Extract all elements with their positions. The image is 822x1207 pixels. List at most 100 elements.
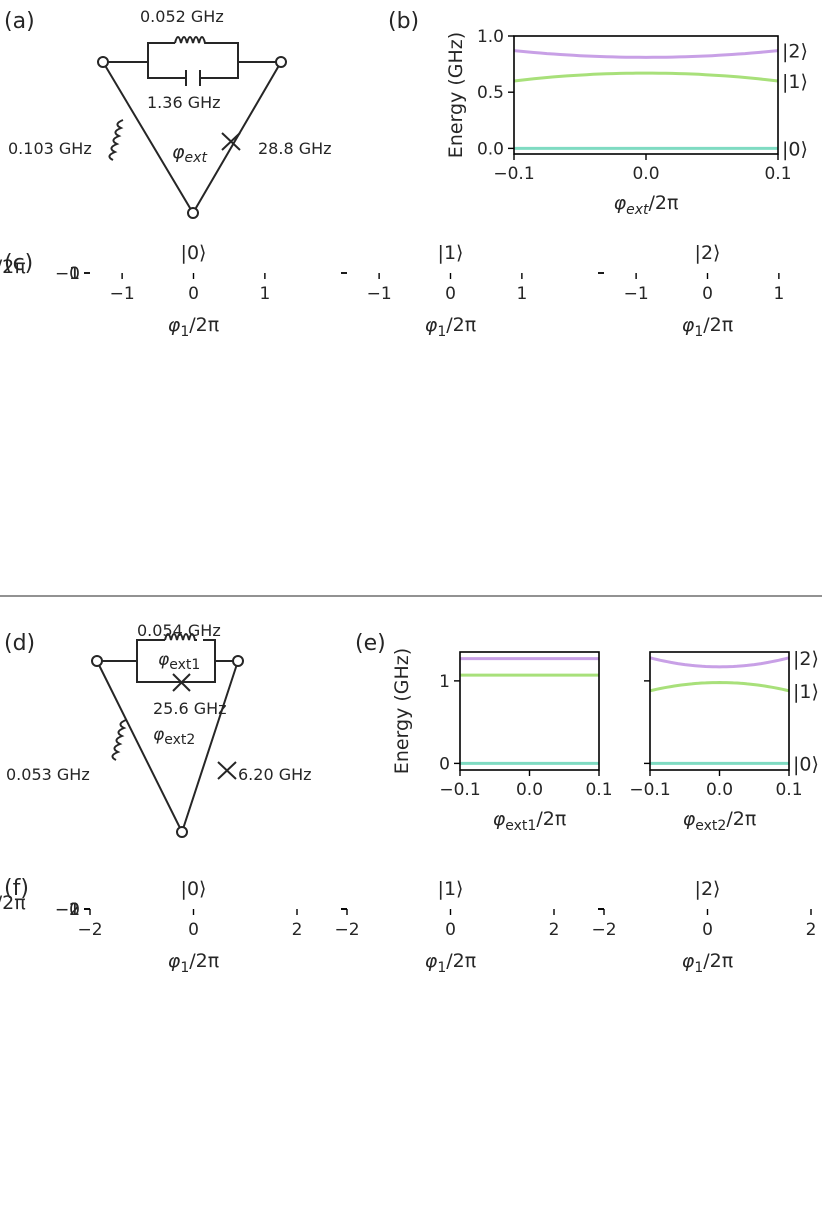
panel-label-b: (b) [388, 9, 419, 34]
y-tick-label: 1 [69, 264, 80, 284]
x-axis-label: φ1/2π [425, 950, 476, 976]
level-label-1: |1⟩ [782, 71, 808, 93]
energy-chart-b: |0⟩ |1⟩ |2⟩ −0.1 0.0 0.1 0.0 0.5 1.0 Energy (GHz)… [445, 27, 808, 218]
energy-chart-e1: −0.1 0.0 0.1 0 1 Energy (GHz) φext1/2π [391, 648, 613, 834]
y-tick-label: 2 [69, 900, 80, 920]
x-tick-label: −1 [110, 284, 135, 304]
panel-title: |1⟩ [438, 878, 464, 900]
circuit-d-inductor-left: 0.053 GHz [6, 765, 90, 784]
panel-title: |0⟩ [181, 878, 207, 900]
x-tick-label: 0 [702, 920, 713, 940]
circuit-a-flux: φext [172, 141, 207, 166]
energy-line-2 [513, 49, 779, 59]
panel-title: |2⟩ [695, 878, 721, 900]
x-axis-label: φ1/2π [682, 314, 733, 340]
x-axis-label: φ1/2π [168, 314, 219, 340]
panel-title: |0⟩ [181, 242, 207, 264]
x-tick-label: 0.0 [632, 164, 659, 184]
circuit-d-inductor-top: 0.054 GHz [137, 621, 221, 640]
x-tick-label: 0 [445, 920, 456, 940]
level-label-0: |0⟩ [793, 753, 819, 775]
x-tick-label: 0 [188, 284, 199, 304]
circuit-d-junction-mid: 25.6 GHz [153, 699, 227, 718]
panel-label-a: (a) [4, 9, 35, 34]
panel-title: |2⟩ [695, 242, 721, 264]
y-axis-label: φ2/2π [0, 256, 26, 282]
y-tick-label: 1.0 [477, 27, 504, 47]
probability-blob-pink [434, 268, 445, 277]
x-tick-label: 2 [549, 920, 560, 940]
panel-label-c: (c) [4, 251, 33, 276]
wavefunction-maps-f: |0⟩−202−2−1012φ1/2πφ2/2π|1⟩−202φ1/2π|2⟩−… [0, 878, 816, 976]
y-axis-label: Energy (GHz) [391, 648, 413, 774]
level-label-0: |0⟩ [782, 138, 808, 160]
circuit-d-junction-right: 6.20 GHz [238, 765, 312, 784]
wavefunction-maps-c: |0⟩−101−101φ1/2πφ2/2π|1⟩−101φ1/2π|2⟩−101… [0, 242, 784, 340]
energy-line-1 [513, 71, 779, 83]
plot-frame [649, 651, 790, 771]
y-tick-label: 1 [439, 672, 450, 692]
x-axis-label: φext2/2π [683, 808, 757, 834]
x-tick-label: −0.1 [439, 780, 480, 800]
circuit-a-capacitor: 1.36 GHz [147, 93, 221, 112]
level-label-1: |1⟩ [793, 681, 819, 703]
y-tick-label: 0 [439, 754, 450, 774]
y-axis-label: φ2/2π [0, 892, 26, 918]
energy-line-1 [649, 680, 790, 693]
x-tick-label: 0.1 [764, 164, 791, 184]
probability-blob-green [429, 264, 451, 282]
x-tick-label: 0 [702, 284, 713, 304]
circuit-a-junction: 28.8 GHz [258, 139, 332, 158]
circuit-d-flux1: φext1 [158, 650, 200, 673]
y-axis-label: Energy (GHz) [445, 32, 467, 158]
wavefunction-panel-2: |2⟩ −1 0 1 φ1/2π [598, 242, 784, 340]
wavefunction-panel-1: |1⟩ −2 0 2 φ1/2π [334, 878, 559, 976]
x-tick-label: −2 [77, 920, 102, 940]
panel-label-f: (f) [4, 876, 29, 901]
x-tick-label: 1 [259, 284, 270, 304]
x-axis-label: φext/2π [614, 192, 679, 218]
x-axis-label: φ1/2π [682, 950, 733, 976]
level-label-2: |2⟩ [782, 41, 808, 63]
x-tick-label: −2 [334, 920, 359, 940]
circuit-d [91, 633, 244, 838]
y-tick-label: −2 [55, 900, 80, 920]
panel-label-e: (e) [355, 631, 386, 656]
y-tick-label: 1 [69, 900, 80, 920]
x-tick-label: 0.1 [585, 780, 612, 800]
x-tick-label: −0.1 [493, 164, 534, 184]
panel-label-d: (d) [4, 631, 35, 656]
x-tick-label: 2 [292, 920, 303, 940]
y-tick-label: −1 [55, 264, 80, 284]
x-tick-label: −1 [367, 284, 392, 304]
energy-chart-e2: |0⟩ |1⟩ |2⟩ −0.1 0.0 0.1 φext2/2π [629, 648, 819, 834]
x-tick-label: −2 [591, 920, 616, 940]
circuit-a-inductor-top: 0.052 GHz [140, 7, 224, 26]
y-tick-label: 0.0 [477, 139, 504, 159]
y-tick-label: 0 [69, 900, 80, 920]
y-tick-label: −1 [55, 900, 80, 920]
panel-title: |1⟩ [438, 242, 464, 264]
probability-blob-pink [701, 265, 721, 282]
level-label-2: |2⟩ [793, 648, 819, 670]
circuit-d-flux2: φext2 [153, 725, 195, 748]
x-axis-label: φ1/2π [425, 314, 476, 340]
probability-blob-green [454, 268, 465, 277]
y-tick-label: 0 [69, 264, 80, 284]
wavefunction-panel-1: |1⟩ −1 0 1 φ1/2π [341, 242, 527, 340]
y-tick-label: 0.5 [477, 83, 504, 103]
circuit-a-inductor-left: 0.103 GHz [8, 139, 92, 158]
wavefunction-panel-2: |2⟩ −2 0 2 φ1/2π [591, 878, 816, 976]
x-tick-label: 0.0 [516, 780, 543, 800]
x-tick-label: 0.0 [706, 780, 733, 800]
energy-line-2 [649, 656, 790, 669]
x-tick-label: 0 [445, 284, 456, 304]
x-tick-label: −1 [624, 284, 649, 304]
circuit-a [97, 36, 287, 219]
plot-frame [459, 651, 600, 771]
x-tick-label: 2 [806, 920, 817, 940]
x-tick-label: 0.1 [775, 780, 802, 800]
x-tick-label: 1 [773, 284, 784, 304]
